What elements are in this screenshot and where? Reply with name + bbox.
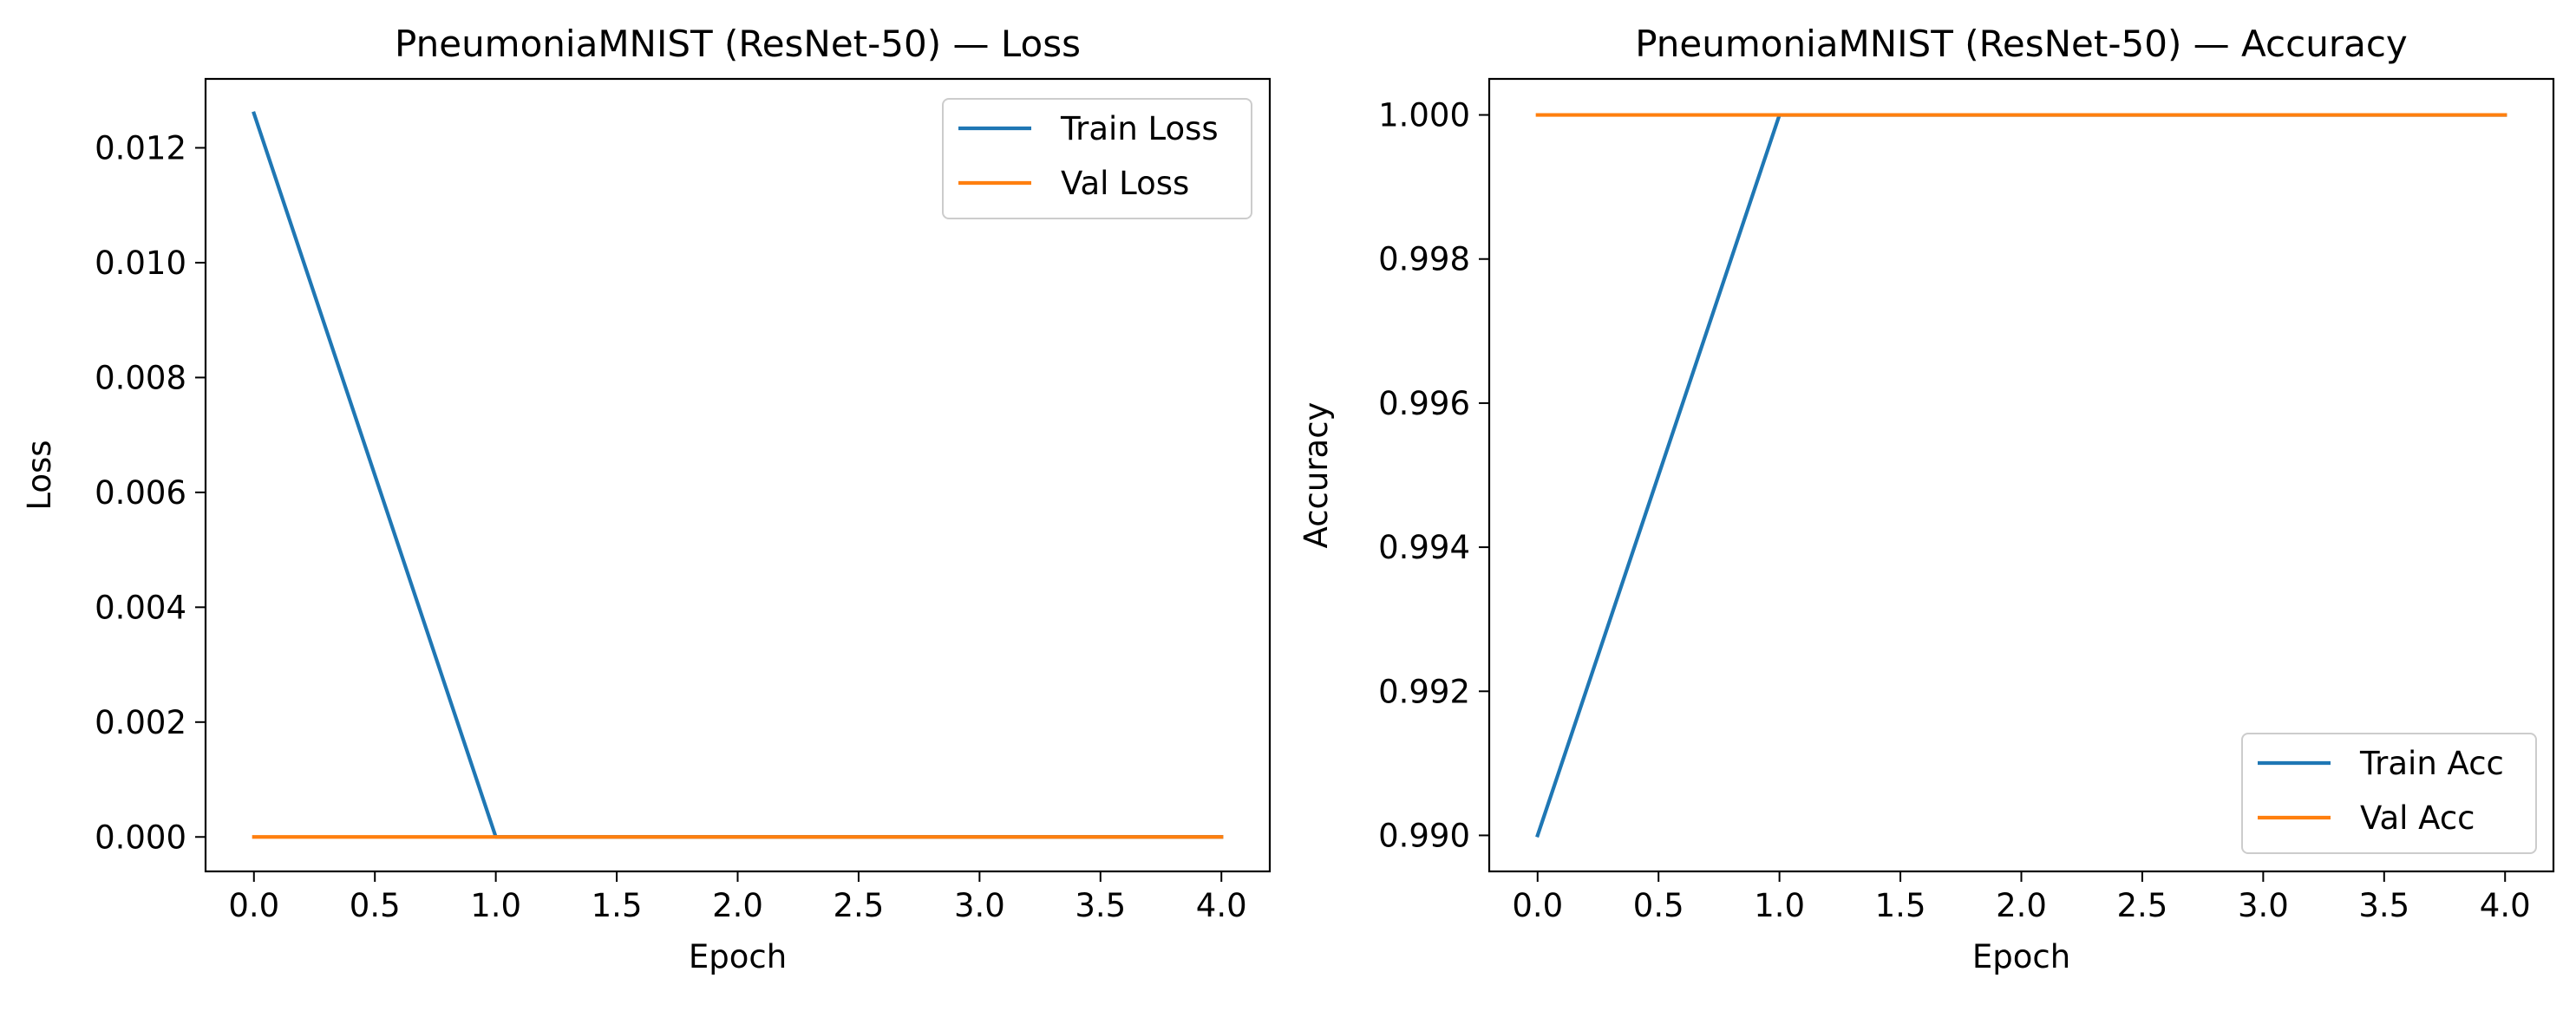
y-tick-label: 0.994 xyxy=(1378,529,1470,566)
x-tick-label: 3.5 xyxy=(2358,887,2409,924)
x-tick-label: 1.5 xyxy=(592,887,643,924)
y-tick-label: 1.000 xyxy=(1378,97,1470,134)
y-tick-label: 0.996 xyxy=(1378,385,1470,422)
x-tick-label: 1.0 xyxy=(470,887,521,924)
x-tick-label: 4.0 xyxy=(2480,887,2531,924)
legend-label: Train Acc xyxy=(2359,745,2504,782)
legend: Train Loss Val Loss xyxy=(942,98,1252,219)
legend: Train Acc Val Acc xyxy=(2241,733,2537,854)
x-tick-label: 0.0 xyxy=(228,887,279,924)
y-tick-label: 0.006 xyxy=(95,474,186,512)
x-tick-label: 2.5 xyxy=(834,887,885,924)
x-tick-label: 2.0 xyxy=(712,887,763,924)
x-tick-label: 3.0 xyxy=(2238,887,2289,924)
y-tick-label: 0.004 xyxy=(95,589,186,626)
y-tick-label: 0.008 xyxy=(95,359,186,396)
series-line-train-loss xyxy=(252,111,1224,839)
x-tick-label: 1.0 xyxy=(1754,887,1805,924)
x-axis-label: Epoch xyxy=(1972,938,2070,975)
x-tick-label: 3.5 xyxy=(1075,887,1126,924)
x-axis-label: Epoch xyxy=(689,938,787,975)
chart-title: PneumoniaMNIST (ResNet-50) — Loss xyxy=(395,23,1081,65)
legend-label: Val Acc xyxy=(2360,799,2475,837)
y-tick-label: 0.012 xyxy=(95,129,186,166)
series-line-train-acc xyxy=(1535,113,2507,838)
x-tick-label: 3.0 xyxy=(954,887,1005,924)
loss-chart: 0.0 0.5 1.0 1.5 2.0 2.5 3.0 3.5 4.0 0.000 0.002 0.0… xyxy=(21,23,1272,975)
x-tick-label: 0.0 xyxy=(1512,887,1563,924)
y-tick-label: 0.990 xyxy=(1378,817,1470,854)
y-tick-label: 0.992 xyxy=(1378,673,1470,710)
x-tick-label: 1.5 xyxy=(1875,887,1926,924)
y-tick-label: 0.002 xyxy=(95,704,186,741)
x-tick-label: 0.5 xyxy=(350,887,401,924)
y-tick-label: 0.000 xyxy=(95,819,186,856)
x-tick-label: 2.5 xyxy=(2117,887,2168,924)
y-axis-label: Loss xyxy=(21,440,58,510)
x-tick-label: 2.0 xyxy=(1996,887,2047,924)
x-tick-label: 0.5 xyxy=(1633,887,1684,924)
chart-title: PneumoniaMNIST (ResNet-50) — Accuracy xyxy=(1635,23,2408,65)
legend-label: Train Loss xyxy=(1060,110,1219,147)
y-axis-label: Accuracy xyxy=(1298,402,1335,549)
accuracy-chart: 0.0 0.5 1.0 1.5 2.0 2.5 3.0 3.5 4.0 0.990 0.992 0.9… xyxy=(1298,23,2555,975)
legend-label: Val Loss xyxy=(1061,165,1189,202)
y-tick-label: 0.998 xyxy=(1378,241,1470,278)
y-tick-label: 0.010 xyxy=(95,245,186,282)
x-tick-label: 4.0 xyxy=(1196,887,1247,924)
